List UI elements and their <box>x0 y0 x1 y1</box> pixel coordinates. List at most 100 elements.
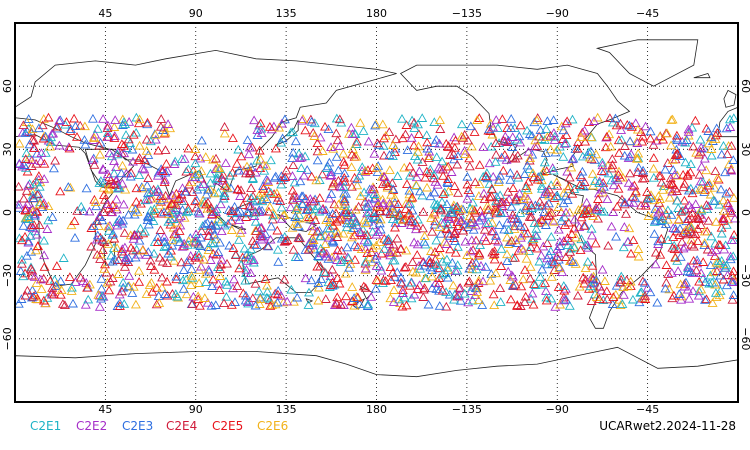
observation-triangle <box>22 212 33 221</box>
observation-triangle <box>716 228 727 238</box>
observation-triangle <box>327 264 338 274</box>
observation-triangle <box>262 286 273 296</box>
observation-triangle <box>370 253 381 263</box>
observation-triangle <box>186 177 197 187</box>
observation-triangle <box>608 292 619 302</box>
observation-triangle <box>126 167 137 177</box>
observation-triangle <box>679 195 690 205</box>
observation-triangle <box>719 205 729 215</box>
coastline-path <box>14 134 119 287</box>
observation-triangle <box>578 209 589 218</box>
observation-triangle <box>314 193 325 202</box>
observation-triangle <box>324 193 335 203</box>
observation-triangle <box>118 215 129 225</box>
observation-triangle <box>672 195 683 205</box>
observation-triangle <box>329 300 340 309</box>
observation-triangle <box>299 170 309 180</box>
observation-triangle <box>331 298 342 308</box>
observation-triangle <box>466 141 477 151</box>
observation-triangle <box>699 226 710 236</box>
observation-triangle <box>443 219 453 229</box>
observation-triangle <box>398 214 408 224</box>
observation-triangle <box>111 162 122 172</box>
observation-triangle <box>360 218 371 228</box>
observation-triangle <box>93 221 104 230</box>
observation-triangle <box>28 193 38 202</box>
observation-triangle <box>21 185 32 195</box>
observation-triangle <box>110 115 121 124</box>
observation-triangle <box>585 152 595 162</box>
observation-triangle <box>325 170 336 180</box>
observation-triangle <box>39 261 50 271</box>
observation-triangle <box>130 230 141 240</box>
observation-triangle <box>116 246 127 256</box>
observation-triangle <box>376 265 387 275</box>
observation-triangle <box>221 276 231 286</box>
observation-triangle <box>347 149 357 159</box>
lat-tick-right: −60 <box>739 327 750 350</box>
coastline-path <box>84 148 135 186</box>
observation-triangle <box>272 225 283 235</box>
observation-triangle <box>390 222 400 232</box>
observation-triangle <box>38 273 49 283</box>
observation-triangle <box>599 276 610 285</box>
observation-triangle <box>396 272 407 282</box>
observation-triangle <box>407 257 418 266</box>
observation-triangle <box>694 276 705 286</box>
observation-triangle <box>606 175 617 185</box>
observation-triangle <box>287 194 298 204</box>
observation-triangle <box>438 218 449 227</box>
observation-triangle <box>239 243 250 253</box>
observation-triangle <box>452 291 463 301</box>
observation-triangle <box>156 164 167 173</box>
observation-triangle <box>166 198 177 208</box>
observation-triangle <box>630 118 641 127</box>
observation-triangle <box>500 136 511 146</box>
observation-triangle <box>602 294 613 304</box>
observation-triangle <box>417 223 428 233</box>
observation-triangle <box>205 255 216 264</box>
observation-triangle <box>34 181 45 191</box>
observation-triangle <box>719 244 730 254</box>
observation-triangle <box>107 256 118 266</box>
observation-triangle <box>307 221 318 231</box>
observation-triangle <box>512 214 523 223</box>
observation-triangle <box>604 113 615 122</box>
observation-triangle <box>154 252 165 262</box>
observation-triangle <box>109 233 120 243</box>
observation-triangle <box>218 193 229 203</box>
observation-triangle <box>320 268 331 277</box>
observation-triangle <box>592 112 603 122</box>
observation-triangle <box>565 256 575 265</box>
observation-triangle <box>36 148 47 158</box>
observation-triangle <box>412 284 423 293</box>
observation-triangle <box>326 167 337 177</box>
observation-triangle <box>241 264 252 274</box>
observation-triangle <box>608 180 619 190</box>
observation-triangle <box>295 153 305 163</box>
observation-triangle <box>544 210 555 220</box>
observation-triangle <box>591 149 602 159</box>
observation-triangle <box>710 245 721 255</box>
observation-triangle <box>685 159 696 169</box>
observation-triangle <box>28 179 39 189</box>
observation-triangle <box>539 189 550 199</box>
footer-label: UCARwet2.2024-11-28 <box>599 419 736 433</box>
observation-triangle <box>526 200 537 210</box>
observation-triangle <box>54 115 65 125</box>
observation-triangle <box>25 222 36 231</box>
observation-triangle <box>38 133 49 143</box>
observation-triangle <box>364 252 375 262</box>
observation-triangle <box>694 169 705 179</box>
observation-triangle <box>674 151 685 161</box>
observation-triangle <box>648 153 659 162</box>
observation-triangle <box>226 225 237 234</box>
observation-triangle <box>112 149 123 159</box>
observation-triangle <box>234 165 245 175</box>
observation-triangle <box>26 161 37 170</box>
observation-triangle <box>460 149 471 158</box>
observation-triangle <box>83 294 94 304</box>
observation-triangle <box>160 145 171 154</box>
observation-triangle <box>128 281 139 291</box>
